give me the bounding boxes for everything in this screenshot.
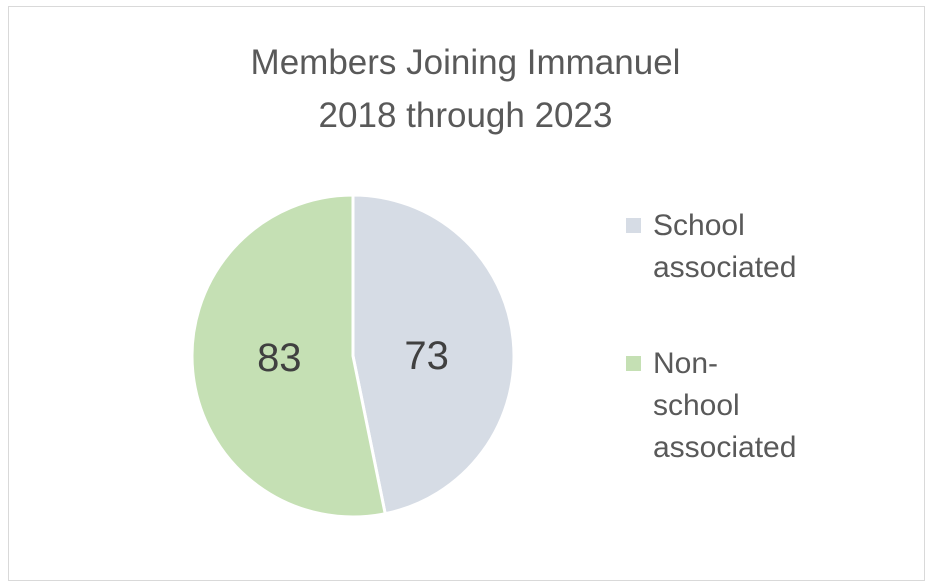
chart-title: Members Joining Immanuel 2018 through 20… [0, 36, 931, 142]
legend-label-school-associated: School associated [653, 205, 823, 289]
legend: School associated Non- school associated [626, 205, 846, 497]
legend-item-non-school-associated: Non- school associated [626, 343, 846, 469]
legend-swatch-non-school-associated [626, 356, 641, 371]
legend-swatch-school-associated [626, 218, 641, 233]
legend-line: school [653, 389, 740, 422]
legend-item-school-associated: School associated [626, 205, 846, 289]
chart-title-line-2: 2018 through 2023 [318, 96, 613, 135]
legend-line: Non- [653, 347, 719, 380]
legend-line: associated [653, 251, 797, 284]
pie-chart: 73 83 [190, 193, 516, 519]
data-label-non-school-associated: 83 [257, 336, 302, 380]
pie-slice-school-associated [351, 193, 516, 516]
pie-slice-non-school-associated [190, 193, 387, 519]
chart-title-line-1: Members Joining Immanuel [250, 43, 681, 82]
legend-label-non-school-associated: Non- school associated [653, 343, 823, 469]
data-label-school-associated: 73 [404, 334, 449, 378]
legend-line: associated [653, 431, 797, 464]
legend-line: School [653, 209, 745, 242]
